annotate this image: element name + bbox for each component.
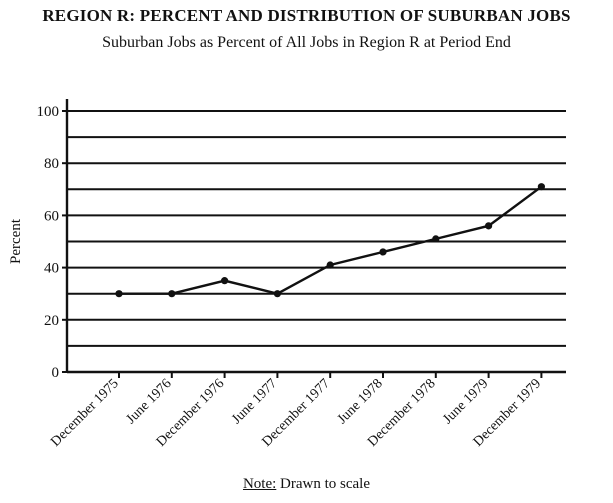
y-tick-label: 100 xyxy=(37,104,60,120)
data-point xyxy=(485,222,493,230)
data-point xyxy=(537,183,546,191)
data-point xyxy=(168,290,176,298)
series-line xyxy=(119,185,543,295)
y-tick-label: 60 xyxy=(44,208,59,224)
x-tick-label: June 1976 xyxy=(124,376,175,427)
chart-note: Note: Drawn to scale xyxy=(0,476,613,493)
y-tick-label: 20 xyxy=(44,313,59,329)
y-tick-label: 0 xyxy=(52,365,60,381)
data-point xyxy=(379,248,387,256)
data-point xyxy=(115,290,123,298)
x-tick-label: June 1979 xyxy=(440,376,491,427)
chart-subtitle: Suburban Jobs as Percent of All Jobs in … xyxy=(102,34,511,51)
note-label: Note: xyxy=(242,476,277,492)
data-point xyxy=(432,235,440,243)
data-point xyxy=(326,261,334,269)
data-points xyxy=(115,183,546,298)
note-text: Drawn to scale xyxy=(276,476,371,492)
y-tick-label: 40 xyxy=(44,261,59,277)
x-tick-label: June 1978 xyxy=(335,376,386,427)
x-tick-label: December 1975 xyxy=(48,376,122,450)
data-point xyxy=(273,290,281,298)
y-axis-title: Percent xyxy=(8,218,24,264)
chart-title: REGION R: PERCENT AND DISTRIBUTION OF SU… xyxy=(42,6,571,25)
grid-lines xyxy=(67,110,566,347)
x-tick-label: June 1977 xyxy=(229,376,280,427)
y-axis-ticks: 0 20 40 60 80 100 xyxy=(37,104,67,381)
data-point xyxy=(221,277,229,285)
y-tick-label: 80 xyxy=(44,156,59,172)
